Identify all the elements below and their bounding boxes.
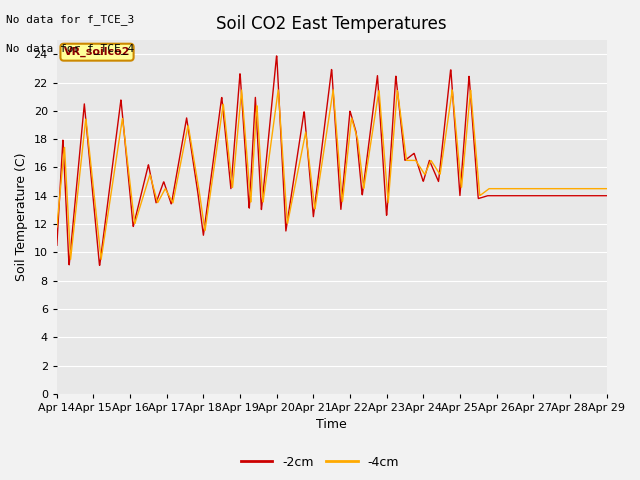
Text: VR_soilco2: VR_soilco2 [64, 47, 131, 57]
Text: No data for f_TCE_3: No data for f_TCE_3 [6, 14, 134, 25]
Y-axis label: Soil Temperature (C): Soil Temperature (C) [15, 153, 28, 281]
Legend: -2cm, -4cm: -2cm, -4cm [236, 451, 404, 474]
X-axis label: Time: Time [316, 419, 347, 432]
Text: No data for f_TCE_4: No data for f_TCE_4 [6, 43, 134, 54]
Title: Soil CO2 East Temperatures: Soil CO2 East Temperatures [216, 15, 447, 33]
